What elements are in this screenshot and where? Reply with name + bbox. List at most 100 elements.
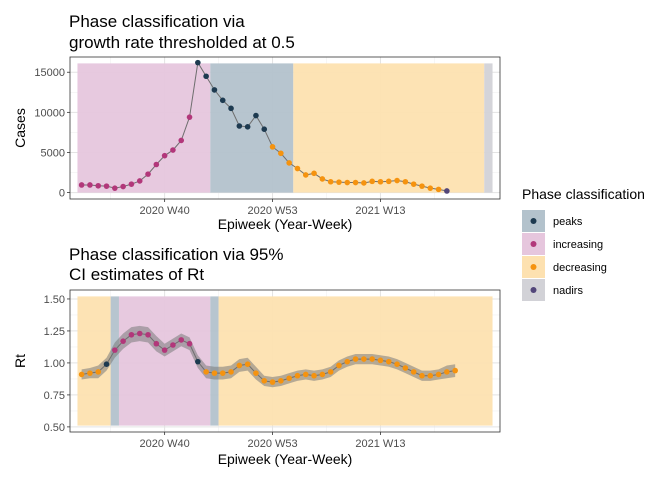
data-point <box>369 178 375 185</box>
data-point <box>128 331 135 338</box>
chart-bottom-y-tick-label: 1.25 <box>44 326 65 338</box>
data-point <box>95 369 102 375</box>
data-point <box>161 347 168 353</box>
chart-bottom-x-tick-label: 2020 W40 <box>140 438 190 450</box>
data-point <box>361 356 367 362</box>
phase-band-peaks <box>110 296 119 426</box>
data-point <box>352 179 359 186</box>
chart-top-y-tick-label: 0 <box>59 188 65 200</box>
data-point <box>361 180 367 186</box>
data-point <box>344 179 351 186</box>
data-point <box>203 73 209 80</box>
chart-top-y-tick-label: 5000 <box>41 147 65 159</box>
data-point <box>352 356 359 362</box>
data-point <box>261 126 268 133</box>
data-point <box>87 370 93 376</box>
chart-top-x-tick-label: 2020 W53 <box>247 205 297 217</box>
data-point <box>103 183 110 189</box>
data-point <box>302 172 309 178</box>
data-point <box>145 331 151 338</box>
phase-band-decreasing <box>293 63 485 193</box>
data-point <box>427 185 434 191</box>
data-point <box>178 137 185 144</box>
data-point <box>103 361 110 367</box>
data-point <box>377 178 384 185</box>
data-point <box>153 161 160 168</box>
data-point <box>344 358 351 365</box>
chart-top-plot-area <box>67 56 501 202</box>
data-point <box>435 186 442 193</box>
data-point <box>419 372 425 379</box>
data-point <box>170 342 176 348</box>
phase-band-peaks <box>210 296 219 426</box>
data-point <box>120 183 126 190</box>
data-point <box>112 347 118 353</box>
data-point <box>269 379 276 385</box>
chart-bottom: Phase classification via 95% CI estimate… <box>12 245 501 467</box>
data-point <box>410 369 417 375</box>
data-point <box>302 371 309 378</box>
chart-top-x-axis-label: Epiweek (Year-Week) <box>218 216 353 232</box>
data-point <box>195 59 201 66</box>
data-point <box>410 181 417 187</box>
data-point <box>153 340 160 347</box>
legend: Phase classification peaks increasing de… <box>522 186 645 301</box>
data-point <box>369 356 375 362</box>
chart-top-x-tick-label: 2020 W40 <box>140 205 190 217</box>
data-point <box>186 340 193 347</box>
legend-label-decreasing: decreasing <box>553 262 607 274</box>
data-point <box>402 365 409 371</box>
legend-label-peaks: peaks <box>553 216 583 228</box>
data-point <box>452 367 458 374</box>
data-point <box>261 378 268 384</box>
data-point <box>278 150 284 157</box>
chart-bottom-x-axis-label: Epiweek (Year-Week) <box>218 451 353 467</box>
data-point <box>95 182 102 189</box>
data-point <box>278 378 284 384</box>
data-point <box>385 178 392 185</box>
data-point <box>336 179 342 185</box>
data-point <box>294 372 301 379</box>
data-point <box>286 375 292 382</box>
data-point <box>178 337 185 343</box>
phase-band-increasing <box>77 63 211 193</box>
data-point <box>128 181 135 187</box>
chart-top: Phase classification via growth rate thr… <box>12 12 501 232</box>
data-point <box>228 369 234 375</box>
chart-bottom-plot-area <box>67 289 501 435</box>
data-point <box>286 160 292 166</box>
data-point <box>120 338 126 344</box>
data-point <box>427 372 434 379</box>
data-point <box>203 369 209 375</box>
chart-bottom-y-tick-label: 1.50 <box>44 294 65 306</box>
chart-top-y-axis-label: Cases <box>12 108 28 148</box>
data-point <box>377 357 384 364</box>
legend-dot-peaks <box>530 218 537 224</box>
data-point <box>385 358 392 365</box>
chart-top-y-tick-label: 10000 <box>34 107 65 119</box>
data-point <box>145 171 151 177</box>
chart-bottom-x-tick-label: 2020 W53 <box>247 438 297 450</box>
data-point <box>78 371 85 378</box>
phase-band-nadirs <box>484 63 493 193</box>
data-point <box>253 112 259 119</box>
data-point <box>269 144 276 150</box>
data-point <box>336 362 342 369</box>
series-line <box>81 332 456 383</box>
data-point <box>327 178 334 185</box>
legend-label-nadirs: nadirs <box>553 285 583 297</box>
data-point <box>219 370 226 376</box>
chart-top-x-tick-label: 2021 W13 <box>355 205 405 217</box>
chart-bottom-title-line1: Phase classification via 95% <box>69 245 284 264</box>
data-point <box>319 371 326 378</box>
data-point <box>444 188 450 194</box>
data-point <box>311 372 317 379</box>
data-point <box>136 330 143 337</box>
data-point <box>195 358 201 365</box>
chart-top-title-line2: growth rate thresholded at 0.5 <box>69 33 295 52</box>
data-point <box>161 152 168 159</box>
legend-dot-decreasing <box>530 264 537 270</box>
data-point <box>435 371 442 378</box>
chart-bottom-title-line2: CI estimates of Rt <box>69 265 204 284</box>
data-point <box>170 147 176 153</box>
